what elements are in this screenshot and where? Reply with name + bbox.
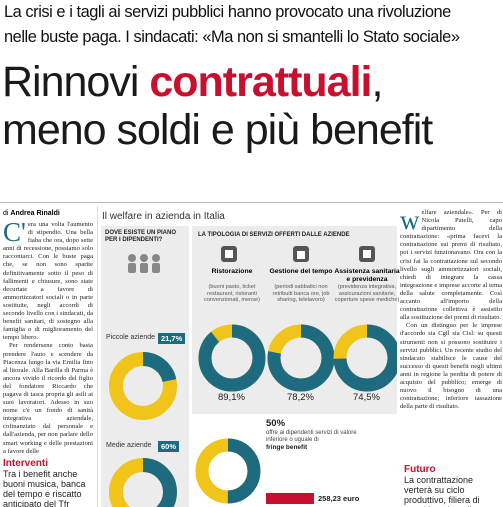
amount-label: 258,23 euro: [318, 494, 360, 503]
plan-label: Medie aziende: [106, 442, 152, 449]
article-column: welfare aziendale». Per di Nicola Patell…: [400, 209, 502, 461]
deck-line: La crisi e i tagli ai servizi pubblici h…: [4, 3, 451, 21]
sidebar-text: Tra i benefit anche buoni musica, banca …: [3, 469, 86, 507]
sidebar: Interventi Tra i benefit anche buoni mus…: [3, 458, 95, 507]
donut-arc: [267, 324, 335, 392]
service-value: 74,5%: [353, 392, 380, 403]
fringe-value: 50%: [266, 418, 286, 429]
plan-label: Piccole aziende: [106, 334, 156, 341]
fringe-bold: fringe benefit: [266, 444, 308, 451]
paragraph: welfare aziendale». Per di Nicola Patell…: [400, 209, 502, 322]
article-column: C'era una volta l'aumento di stipendio. …: [3, 221, 93, 455]
service-detail: (previdenza integrativa, assicurazioni s…: [334, 284, 400, 304]
amount-bar: [266, 493, 314, 504]
byline: di Andrea Rinaldi: [3, 210, 60, 217]
headline: Rinnovi contrattuali,: [2, 58, 384, 106]
plan-value: 60%: [158, 441, 180, 452]
panel-header: DOVE ESISTE UN PIANO PER I DIPENDENTI?: [105, 230, 177, 243]
panel-header: LA TIPOLOGIA DI SERVIZI OFFERTI DALLE AZ…: [198, 232, 350, 238]
headline: meno soldi e più benefit: [2, 106, 433, 154]
byline-author: Andrea Rinaldi: [10, 210, 60, 217]
service-detail: (periodi sabbatici non retribuiti banca …: [272, 284, 330, 304]
service-name: Ristorazione: [211, 268, 253, 275]
plan-value: 21,7%: [158, 333, 186, 344]
paragraph: Per rendersene conto basta prendere l'au…: [3, 342, 93, 455]
donut-arc: [333, 324, 397, 392]
service-value: 78,2%: [287, 392, 314, 403]
donut-arc: [195, 438, 261, 504]
donut-arc: [109, 458, 177, 507]
paragraph: Con un distinguo per le imprese d'accord…: [400, 322, 502, 411]
service-name: Assistenza sanitaria e previdenza: [334, 268, 400, 283]
rule: [0, 202, 503, 203]
deck-line: nelle buste paga. I sindacati: «Ma non s…: [4, 28, 460, 46]
infographic-graphics: [109, 246, 397, 507]
sidebar-title: Futuro: [404, 464, 436, 475]
service-detail: (buoni pasto, ticket restaurant, ristora…: [204, 284, 260, 304]
infographic-title: Il welfare in azienda in Italia: [102, 211, 225, 222]
headline-text: Rinnovi: [2, 58, 139, 106]
paragraph: C'era una volta l'aumento di stipendio. …: [3, 221, 93, 342]
sidebar-text: La contrattazione verterà su ciclo produ…: [404, 475, 480, 507]
fringe-text: offre ai dipendenti servizi di valore in…: [266, 430, 357, 443]
headline-accent: contrattuali: [149, 58, 372, 106]
donut-arc: [198, 324, 266, 392]
sidebar: Futuro La contrattazione verterà su cicl…: [404, 464, 503, 507]
service-icons: [221, 246, 375, 262]
service-name: Gestione del tempo: [269, 268, 333, 275]
service-value: 89,1%: [218, 392, 245, 403]
byline-prefix: di: [3, 210, 9, 217]
sidebar-title: Interventi: [3, 458, 49, 469]
infographic: Il welfare in azienda in Italia DOVE ESI…: [97, 206, 400, 507]
donut-arc: [109, 352, 177, 420]
headline-text: ,: [371, 58, 384, 106]
people-icon: [128, 254, 160, 273]
